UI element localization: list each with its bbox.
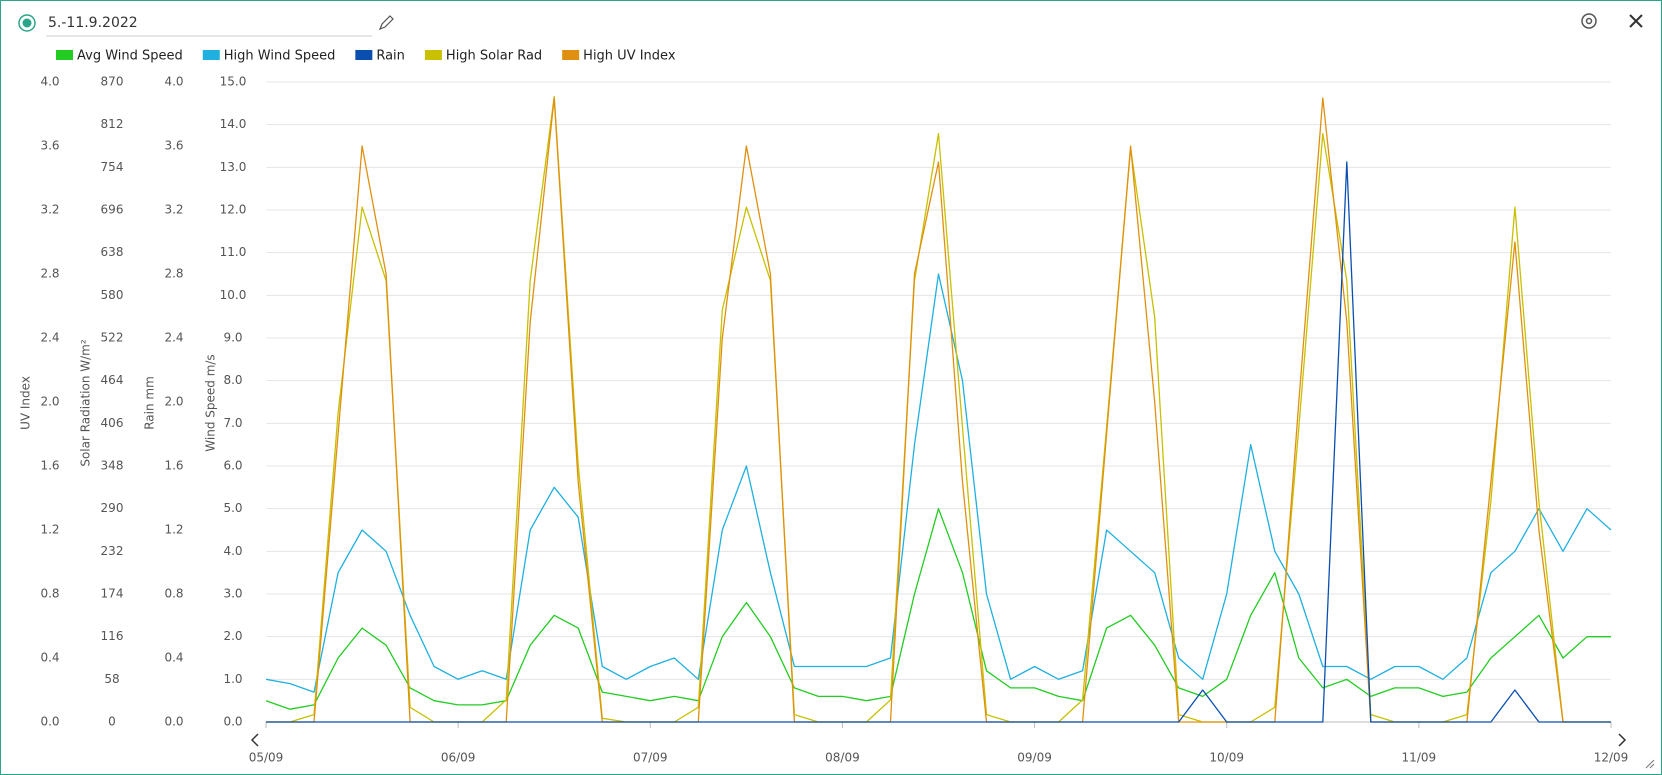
y-tick-label: 290 [101, 501, 124, 515]
y-tick-label: 14.0 [220, 117, 247, 131]
y-tick-label: 174 [101, 587, 124, 601]
y-tick-label: 3.6 [164, 139, 183, 153]
y-tick-label: 4.0 [40, 75, 59, 89]
y-tick-label: 2.8 [40, 267, 59, 281]
y-axis-title: Wind Speed m/s [204, 354, 218, 451]
y-tick-label: 1.2 [40, 523, 59, 537]
y-tick-label: 58 [104, 672, 119, 686]
y-tick-label: 7.0 [223, 416, 242, 430]
y-tick-label: 3.6 [40, 139, 59, 153]
legend-swatch [562, 50, 580, 60]
y-tick-label: 464 [101, 373, 124, 387]
x-tick-label: 08/09 [825, 751, 860, 765]
legend-label: High Solar Rad [446, 49, 542, 64]
resize-handle [1645, 759, 1655, 769]
x-tick-label: 09/09 [1017, 751, 1052, 765]
y-tick-label: 0.0 [223, 715, 242, 729]
y-tick-label: 232 [101, 544, 124, 558]
y-tick-label: 2.8 [164, 267, 183, 281]
x-tick-label: 05/09 [249, 751, 284, 765]
y-tick-label: 2.0 [223, 629, 242, 643]
prev-arrow[interactable] [250, 733, 259, 747]
y-tick-label: 2.4 [40, 331, 59, 345]
edit-icon[interactable] [378, 15, 394, 31]
y-tick-label: 0.8 [164, 587, 183, 601]
x-tick-label: 12/09 [1594, 751, 1629, 765]
y-tick-label: 1.0 [223, 672, 242, 686]
x-tick-label: 11/09 [1402, 751, 1437, 765]
y-axis-title: Solar Radiation W/m² [79, 339, 93, 467]
radio-button[interactable] [18, 14, 36, 32]
y-tick-label: 754 [101, 160, 124, 174]
y-tick-label: 0.4 [164, 651, 183, 665]
legend-item[interactable]: High Wind Speed [202, 49, 336, 64]
y-tick-label: 580 [101, 288, 124, 302]
y-tick-label: 1.2 [164, 523, 183, 537]
y-tick-label: 4.0 [164, 75, 183, 89]
legend-label: High Wind Speed [224, 49, 336, 64]
y-tick-label: 870 [101, 75, 124, 89]
y-tick-label: 5.0 [223, 501, 242, 515]
x-tick-label: 10/09 [1209, 751, 1244, 765]
legend-item[interactable]: Rain [355, 49, 405, 64]
legend-label: High UV Index [583, 49, 676, 64]
y-tick-label: 3.0 [223, 587, 242, 601]
settings-icon[interactable] [1581, 13, 1597, 29]
y-tick-label: 13.0 [220, 160, 247, 174]
y-tick-label: 2.0 [40, 395, 59, 409]
y-tick-label: 696 [101, 203, 124, 217]
y-tick-label: 8.0 [223, 373, 242, 387]
y-tick-label: 1.6 [164, 459, 183, 473]
y-tick-label: 348 [101, 459, 124, 473]
legend-swatch [202, 50, 220, 60]
series-line [265, 273, 1612, 693]
y-tick-label: 2.4 [164, 331, 183, 345]
y-tick-label: 0.0 [40, 715, 59, 729]
series-line [266, 161, 1611, 723]
y-tick-label: 3.2 [40, 203, 59, 217]
y-tick-label: 6.0 [223, 459, 242, 473]
legend-item[interactable]: Avg Wind Speed [56, 49, 183, 64]
y-tick-label: 116 [101, 629, 124, 643]
range-title: 5.-11.9.2022 [48, 15, 138, 31]
y-tick-label: 638 [101, 245, 124, 259]
y-axis-title: Rain mm [143, 376, 157, 430]
x-tick-label: 06/09 [441, 751, 476, 765]
y-tick-label: 9.0 [223, 331, 242, 345]
legend-swatch [424, 50, 442, 60]
y-tick-label: 522 [101, 331, 124, 345]
y-tick-label: 0 [108, 715, 116, 729]
y-tick-label: 11.0 [220, 245, 247, 259]
y-tick-label: 12.0 [220, 203, 247, 217]
y-tick-label: 4.0 [223, 544, 242, 558]
series-line [265, 508, 1611, 710]
y-tick-label: 2.0 [164, 395, 183, 409]
y-tick-label: 0.4 [40, 651, 59, 665]
radio-dot [22, 18, 32, 28]
legend-item[interactable]: High UV Index [562, 49, 676, 64]
legend-swatch [56, 50, 73, 60]
y-tick-label: 10.0 [220, 288, 247, 302]
legend-label: Rain [376, 49, 405, 64]
y-tick-label: 1.6 [40, 459, 59, 473]
legend-item[interactable]: High Solar Rad [424, 49, 542, 64]
close-icon[interactable] [1629, 14, 1643, 28]
y-axis-title: UV Index [19, 376, 33, 430]
y-tick-label: 15.0 [220, 75, 247, 89]
y-tick-label: 812 [101, 117, 124, 131]
y-tick-label: 406 [101, 416, 124, 430]
series-line [266, 96, 1611, 723]
y-tick-label: 0.0 [164, 715, 183, 729]
next-arrow[interactable] [1618, 733, 1627, 747]
legend-label: Avg Wind Speed [77, 49, 183, 64]
x-tick-label: 07/09 [633, 751, 668, 765]
y-tick-label: 0.8 [40, 587, 59, 601]
y-tick-label: 3.2 [164, 203, 183, 217]
legend-swatch [355, 50, 373, 60]
